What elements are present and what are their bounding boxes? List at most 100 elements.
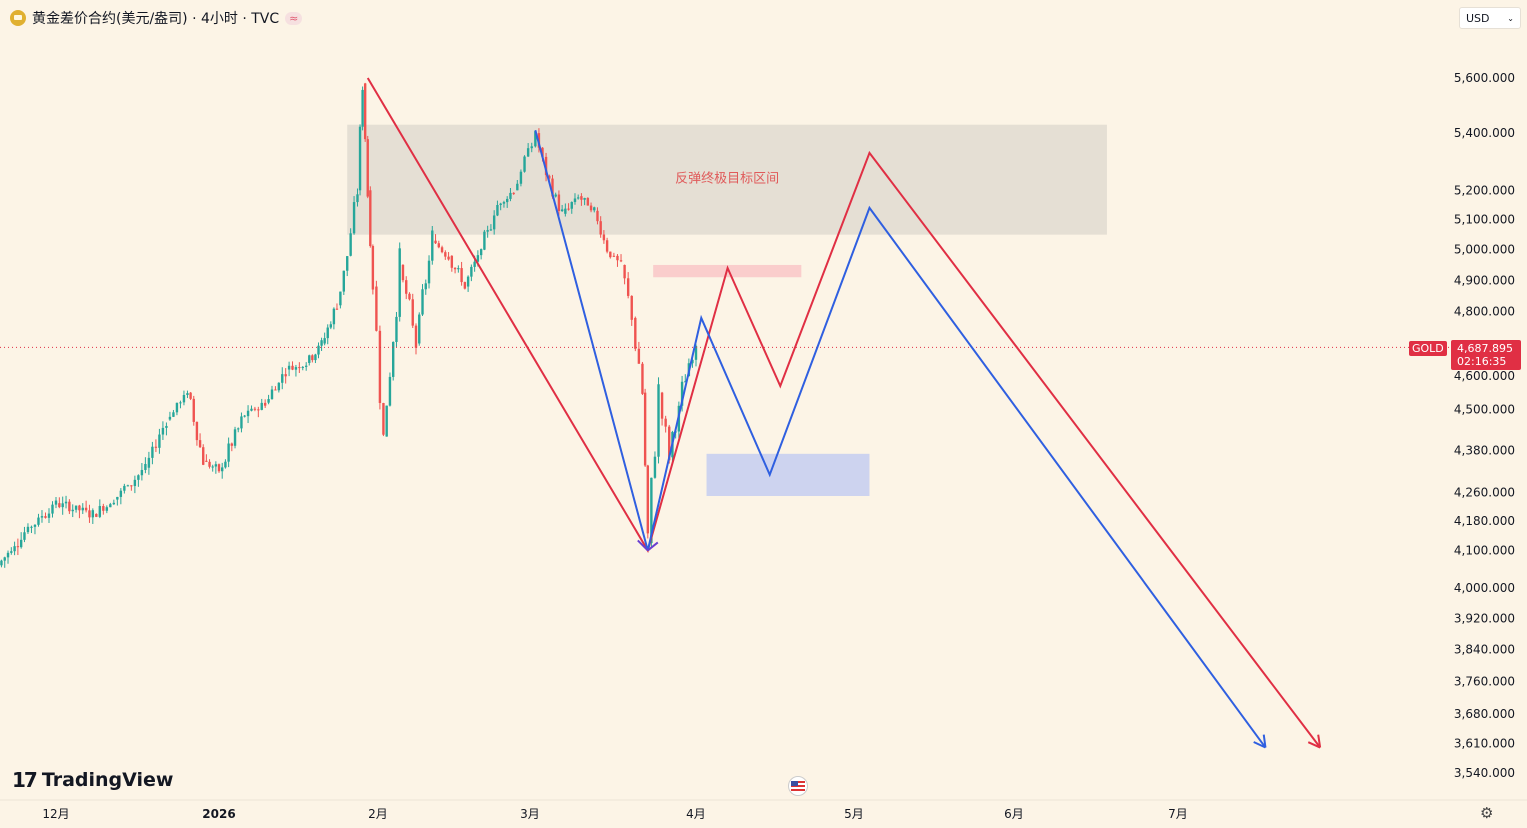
settings-gear-icon[interactable]: ⚙ (1480, 804, 1494, 822)
y-tick-label: 4,380.000 (1454, 443, 1515, 457)
projection-arrowhead (1307, 741, 1321, 749)
candle-body (460, 268, 463, 283)
candle-body (349, 233, 352, 256)
projection-arrowhead (1317, 734, 1322, 748)
candle-body (664, 418, 667, 427)
candle-body (172, 412, 175, 417)
candle-body (317, 345, 320, 355)
candle-body (599, 221, 602, 235)
last-price-label: 4,687.895 02:16:35 (1451, 340, 1521, 370)
candle-body (602, 234, 606, 241)
y-tick-label: 3,920.000 (1454, 611, 1515, 625)
candle-body (530, 146, 533, 149)
candle-body (78, 505, 81, 511)
candle-body (408, 293, 411, 300)
candle-body (26, 526, 30, 533)
us-economic-event-icon[interactable] (788, 776, 808, 796)
y-tick-label: 3,540.000 (1454, 766, 1515, 780)
candle-body (311, 355, 314, 361)
candle-body (13, 546, 16, 552)
currency-selector[interactable]: USD ⌄ (1459, 7, 1521, 29)
candle-body (54, 500, 58, 505)
candle-body (668, 426, 671, 461)
candle-body (411, 299, 414, 326)
candle-body (523, 156, 526, 172)
projection-path-1[interactable] (534, 130, 1267, 749)
candle-body (660, 392, 664, 419)
x-tick-label: 2月 (368, 807, 388, 821)
candle-body (382, 402, 385, 435)
y-tick-label: 4,900.000 (1454, 273, 1515, 287)
candle-body (192, 398, 195, 422)
candle-body (437, 243, 440, 248)
candle-body (61, 503, 64, 508)
candle-body (246, 410, 250, 417)
candle-body (650, 477, 653, 544)
candle-body (339, 291, 342, 306)
candle-body (453, 267, 457, 270)
candle-body (37, 517, 40, 525)
candle-body (375, 286, 378, 331)
candle-body (395, 316, 398, 342)
candle-body (95, 513, 98, 517)
candle-body (140, 469, 144, 476)
candle-body (388, 376, 392, 406)
candle-body (541, 147, 544, 157)
candle-body (593, 207, 596, 211)
projection-path-0[interactable] (366, 77, 1321, 749)
candle-body (6, 552, 10, 558)
candle-body (470, 266, 473, 277)
candle-body (626, 278, 630, 296)
tradingview-logo[interactable]: 17 TradingView (12, 768, 173, 792)
candle-body (573, 198, 577, 203)
candle-body (405, 280, 408, 294)
candle-body (301, 366, 304, 368)
candle-body (98, 506, 102, 517)
candle-body (260, 402, 263, 410)
candle-body (356, 194, 359, 203)
candle-body (71, 509, 74, 512)
candle-body (175, 402, 179, 413)
candle-body (694, 345, 698, 360)
candle-body (335, 308, 339, 310)
candle-body (119, 490, 123, 497)
candle-body (224, 461, 227, 468)
symbol-header[interactable]: 黄金差价合约(美元/盎司) · 4小时 · TVC ≈ (10, 8, 303, 28)
candle-body (165, 425, 168, 428)
candle-body (463, 282, 467, 289)
candle-body (88, 510, 91, 518)
wave-icon[interactable]: ≈ (285, 11, 303, 25)
candle-body (361, 89, 364, 127)
candle-body (509, 192, 512, 199)
y-tick-label: 5,100.000 (1454, 213, 1515, 227)
candle-body (277, 382, 281, 391)
candle-body (447, 256, 450, 260)
candle-body (519, 171, 523, 184)
candle-body (270, 389, 274, 400)
candle-body (137, 475, 140, 480)
candle-body (168, 416, 172, 420)
y-tick-label: 5,000.000 (1454, 243, 1515, 257)
zone-label: 反弹终极目标区间 (675, 171, 779, 187)
candle-body (320, 340, 323, 346)
candle-body (567, 208, 570, 210)
candle-body (560, 209, 564, 212)
candle-body (363, 83, 367, 140)
candle-body (112, 502, 116, 505)
y-tick-label: 4,600.000 (1454, 369, 1515, 383)
price-scale[interactable] (1450, 0, 1527, 828)
y-tick-label: 3,610.000 (1454, 736, 1515, 750)
low-arrowhead (637, 539, 649, 552)
x-tick-label: 12月 (42, 807, 69, 821)
candle-body (596, 210, 599, 222)
candle-body (421, 289, 424, 315)
candle-body (457, 268, 460, 270)
candle-body (526, 148, 530, 157)
y-tick-label: 5,400.000 (1454, 126, 1515, 140)
candle-body (109, 504, 112, 508)
candle-body (182, 394, 186, 403)
candle-body (126, 485, 130, 487)
currency-label: USD (1466, 11, 1490, 25)
x-tick-label: 4月 (686, 807, 706, 821)
